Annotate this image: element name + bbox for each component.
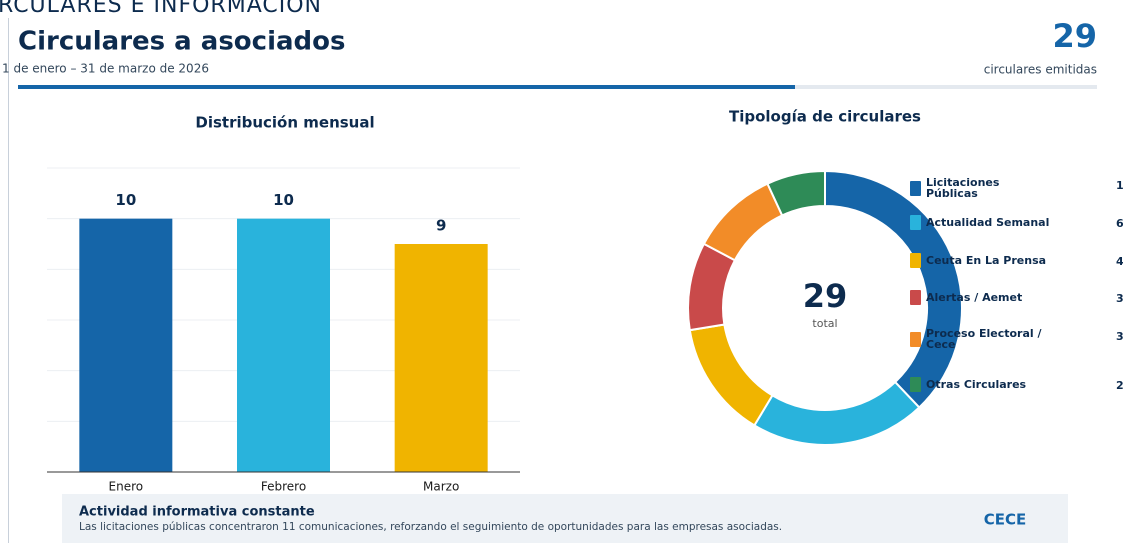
footer-title: Actividad informativa constante: [79, 505, 315, 520]
legend-value: 3: [1116, 330, 1123, 343]
bar-title: Distribución mensual: [195, 114, 374, 132]
center-label: total: [812, 317, 837, 330]
legend-label: Otras Circulares: [926, 378, 1027, 391]
subtitle: 1 de enero – 31 de marzo de 2026: [2, 62, 209, 76]
value-label: 9: [436, 217, 446, 235]
legend-value: 11: [1116, 179, 1123, 192]
section-title: RCULARES E INFORMACIÓN: [0, 0, 322, 18]
footer-box: [62, 494, 1068, 543]
bar: [394, 244, 488, 472]
title: Circulares a asociados: [18, 27, 345, 57]
legend-item: Actualidad Semanal: [910, 215, 1050, 230]
legend-label: Ceuta En La Prensa: [926, 254, 1047, 267]
legend-label: Proceso Electoral / Cece: [926, 327, 1042, 351]
legend-swatch: [910, 253, 921, 268]
donut-slice: [688, 323, 774, 427]
value-label: 10: [273, 191, 294, 209]
legend-value: 6: [1116, 217, 1123, 230]
footer-text: Las licitaciones públicas concentraron 1…: [79, 521, 782, 533]
donut-slice: [702, 182, 784, 262]
legend-swatch: [910, 215, 921, 230]
legend-value: 2: [1116, 379, 1123, 392]
total-label: circulares emitidas: [984, 63, 1097, 77]
legend-value: 4: [1116, 255, 1123, 268]
legend-item: Licitaciones Públicas: [910, 177, 1050, 199]
legend-label: Licitaciones Públicas: [926, 176, 1000, 200]
progress-bar: [18, 85, 795, 89]
x-tick-label: Marzo: [423, 480, 459, 494]
brand: CECE: [984, 511, 1027, 529]
x-tick-label: Enero: [109, 480, 144, 494]
value-label: 10: [115, 191, 136, 209]
bar: [237, 218, 330, 472]
legend-item: Alertas / Aemet: [910, 290, 1050, 305]
legend-item: Otras Circulares: [910, 377, 1050, 392]
legend-item: Ceuta En La Prensa: [910, 253, 1050, 268]
total: 29: [1052, 17, 1097, 55]
legend-value: 3: [1116, 292, 1123, 305]
donut-slice: [766, 169, 826, 217]
legend-label: Actualidad Semanal: [926, 216, 1050, 229]
pie-title: Tipología de circulares: [729, 108, 921, 126]
legend-swatch: [910, 180, 921, 196]
legend-swatch: [910, 290, 921, 305]
legend-label: Alertas / Aemet: [926, 291, 1023, 304]
center-value: 29: [803, 277, 848, 315]
legend-item: Proceso Electoral / Cece: [910, 328, 1050, 350]
donut-slice: [824, 169, 963, 409]
legend-swatch: [910, 331, 921, 347]
bar: [79, 218, 173, 472]
legend-swatch: [910, 377, 921, 392]
donut-slice: [752, 380, 921, 446]
x-tick-label: Febrero: [261, 480, 306, 494]
